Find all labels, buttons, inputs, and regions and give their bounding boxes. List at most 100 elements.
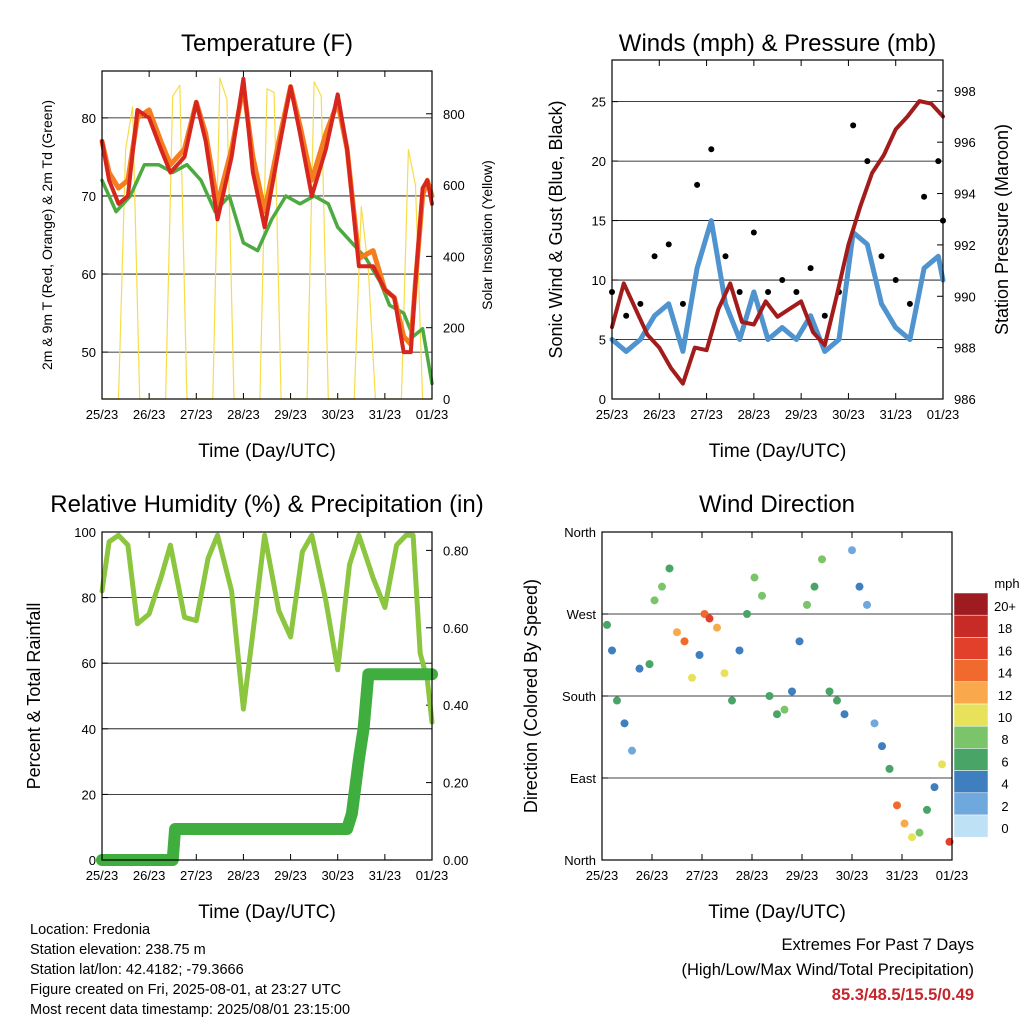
plot-frame	[101, 70, 433, 400]
colorbar-swatch	[953, 814, 989, 838]
y-tick-label: 40	[82, 722, 96, 737]
x-tick-label: 27/23	[690, 407, 723, 422]
temperature-chart: 50 60 70 80 25/23 26/23 27/23 28/23 29/23 30/23 31…	[39, 30, 495, 462]
direction-point	[780, 705, 789, 714]
y-tick-label-right: 988	[954, 341, 976, 356]
direction-point	[695, 651, 704, 659]
gust-point	[807, 265, 814, 272]
x-tick-label: 29/23	[274, 407, 307, 422]
x-tick-label: 27/23	[686, 868, 719, 883]
gust-point	[722, 253, 729, 260]
direction-point	[713, 623, 721, 632]
x-tick-label: 25/23	[586, 868, 619, 883]
gust-point	[864, 158, 871, 165]
y-tick-label-right: 998	[954, 84, 976, 99]
direction-point	[665, 564, 674, 573]
direction-point	[773, 710, 781, 719]
colorbar-label: 8	[1001, 732, 1008, 747]
y-tick-label: 0	[89, 853, 96, 868]
extremes-subtitle: (High/Low/Max Wind/Total Precipitation)	[681, 961, 974, 979]
x-tick-label: 26/23	[636, 868, 669, 883]
colorbar-swatch	[953, 703, 989, 727]
direction-point	[878, 742, 886, 751]
y-tick-label-right: 0.60	[443, 621, 468, 636]
y-tick-label: 20	[592, 154, 606, 169]
extremes-values: 85.3/48.5/15.5/0.49	[831, 986, 974, 1004]
extremes-box: Extremes For Past 7 Days (High/Low/Max W…	[681, 933, 974, 1008]
direction-point	[930, 783, 939, 792]
y-tick-label: 50	[82, 345, 96, 360]
y-axis-label: Percent & Total Rainfall	[24, 603, 44, 790]
gust-point	[850, 122, 857, 129]
y-axis-label-right: Station Pressure (Maroon)	[992, 124, 1012, 335]
direction-point	[645, 660, 654, 669]
dewpoint-line	[100, 162, 434, 386]
x-tick-label: 30/23	[321, 407, 354, 422]
direction-point	[788, 687, 796, 696]
humidity-chart: 0 20 40 60 80 100 25/23 26/23 27/23 28/23 29/23 30/…	[24, 491, 484, 923]
direction-point	[758, 591, 766, 600]
x-tick-label: 27/23	[180, 407, 213, 422]
colorbar-label: 10	[998, 710, 1012, 725]
colorbar-swatch	[953, 592, 989, 616]
y-tick-label-right: 400	[443, 249, 465, 264]
y-tick-label-right: 600	[443, 178, 465, 193]
chart-title: Relative Humidity (%) & Precipitation (i…	[50, 491, 483, 518]
x-tick-label: 26/23	[643, 407, 676, 422]
chart-title: Wind Direction	[699, 491, 855, 518]
direction-point	[893, 801, 901, 810]
gust-point	[665, 241, 672, 248]
gust-point	[623, 312, 630, 319]
gust-point	[736, 288, 743, 295]
direction-point	[658, 582, 666, 591]
colorbar-title: mph	[994, 576, 1019, 591]
direction-point	[863, 600, 871, 609]
y-tick-label: 10	[592, 273, 606, 288]
direction-point	[810, 582, 819, 591]
pressure-line	[610, 99, 945, 386]
plot-frame	[611, 59, 944, 400]
x-tick-label: 25/23	[596, 407, 629, 422]
gust-point	[694, 181, 701, 188]
direction-point	[908, 833, 916, 842]
direction-point	[688, 673, 696, 682]
y-tick-label: East	[570, 771, 596, 786]
plot-frame	[101, 531, 433, 861]
x-tick-label: 01/23	[927, 407, 960, 422]
colorbar-swatch	[953, 792, 989, 816]
direction-point	[735, 646, 744, 655]
colorbar-label: 4	[1001, 777, 1008, 792]
x-tick-label: 31/23	[369, 407, 402, 422]
chart-title: Temperature (F)	[181, 30, 353, 57]
colorbar-label: 20+	[994, 599, 1016, 614]
y-tick-label: 60	[82, 267, 96, 282]
y-tick-label: South	[562, 689, 596, 704]
direction-point	[628, 746, 636, 755]
y-tick-label: 80	[82, 111, 96, 126]
y-tick-label: 60	[82, 656, 96, 671]
y-tick-label: 5	[599, 333, 606, 348]
plot-frame	[601, 531, 953, 861]
direction-point	[825, 687, 834, 696]
direction-point	[818, 555, 826, 564]
latlon-text: Station lat/lon: 42.4182; -79.3666	[30, 962, 244, 978]
direction-point	[900, 819, 909, 828]
direction-point	[720, 669, 729, 678]
direction-point	[603, 620, 611, 629]
direction-point	[840, 710, 849, 719]
y-tick-label-right: 200	[443, 321, 465, 336]
recent-timestamp-text: Most recent data timestamp: 2025/08/01 2…	[30, 1002, 351, 1018]
colorbar-label: 14	[998, 666, 1012, 681]
colorbar-swatch	[953, 637, 989, 660]
colorbar-swatch	[953, 748, 989, 771]
elevation-text: Station elevation: 238.75 m	[30, 942, 206, 958]
x-tick-label: 26/23	[133, 407, 166, 422]
direction-point	[795, 637, 804, 646]
direction-point	[673, 628, 681, 637]
station-info: Location: Fredonia Station elevation: 23…	[30, 920, 350, 1020]
x-axis-label: Time (Day/UTC)	[198, 902, 336, 923]
x-tick-label: 26/23	[133, 868, 166, 883]
x-tick-label: 25/23	[86, 407, 119, 422]
y-tick-label-right: 0.40	[443, 698, 468, 713]
